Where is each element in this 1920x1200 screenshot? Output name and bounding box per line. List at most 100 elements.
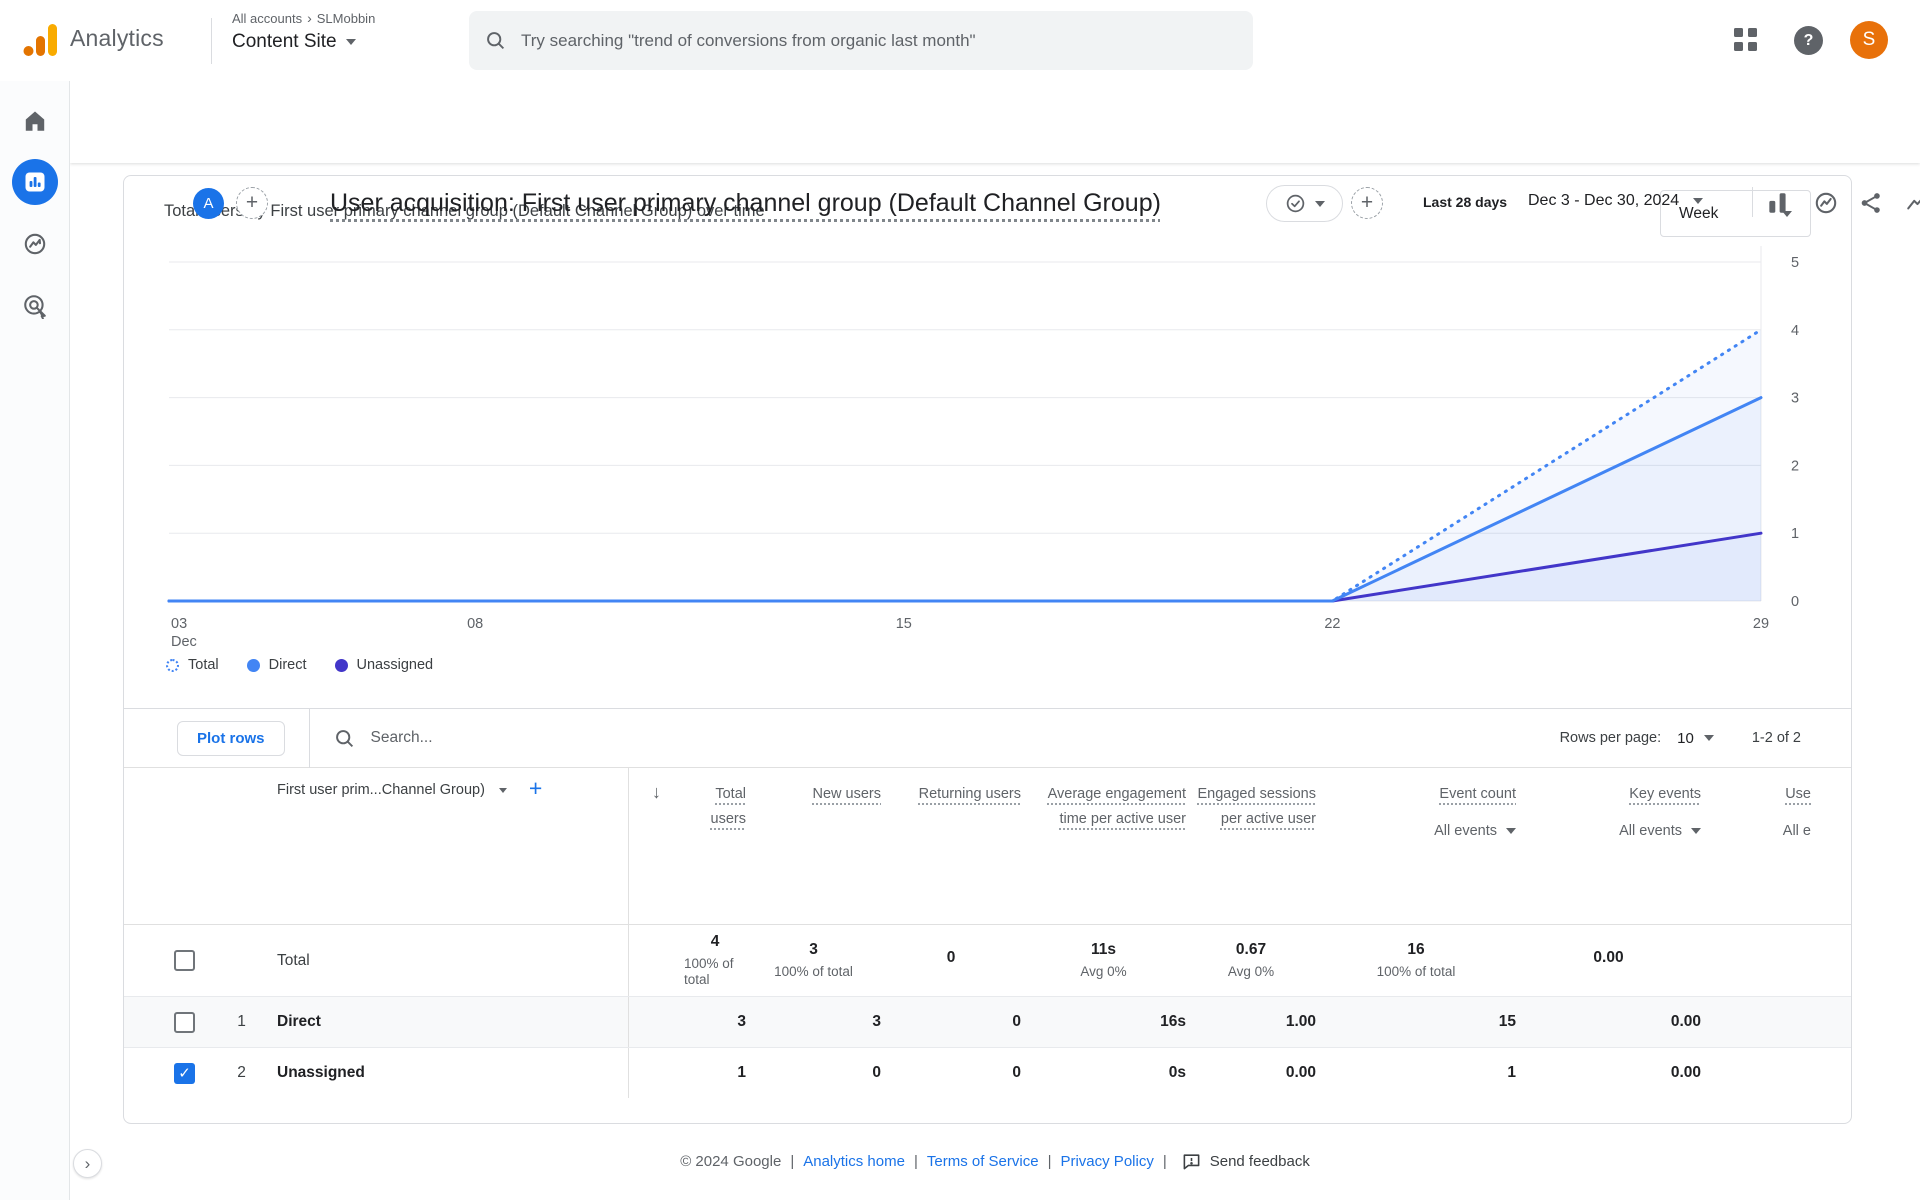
legend-swatch-direct	[246, 658, 260, 672]
timeseries-chart[interactable]: 0 1 2 3 4 5 03 Dec 08 15 22 29	[124, 246, 1851, 650]
legend-item-total[interactable]: Total	[166, 657, 219, 673]
header-divider	[211, 18, 212, 64]
property-name: Content Site	[232, 31, 337, 52]
send-feedback-button[interactable]: Send feedback	[1182, 1152, 1310, 1171]
collection-badge[interactable]: A	[193, 188, 224, 219]
pagination: Rows per page: 10 1-2 of 2	[1560, 730, 1801, 747]
report-title[interactable]: User acquisition: First user primary cha…	[330, 189, 1161, 217]
help-icon[interactable]: ?	[1794, 26, 1823, 55]
date-range-picker[interactable]: Dec 3 - Dec 30, 2024	[1528, 192, 1704, 210]
breadcrumb-accounts[interactable]: All accounts	[232, 10, 303, 26]
share-button[interactable]	[1858, 190, 1884, 216]
check-circle-icon	[1286, 194, 1304, 213]
home-icon	[25, 111, 45, 131]
cell-avg-engagement: 16s	[1160, 1013, 1186, 1030]
cell-key-events: 0.00	[1670, 1013, 1701, 1030]
row-checkbox-direct[interactable]	[174, 1011, 195, 1033]
property-selector[interactable]: Content Site	[232, 31, 375, 53]
search-icon	[335, 729, 353, 747]
cell-key-events: 0.00	[1670, 1064, 1701, 1081]
event-count-filter[interactable]: All events	[1434, 823, 1516, 839]
report-header-bar: A + User acquisition: First user primary…	[70, 81, 1920, 222]
cell-engaged-sessions: 1.00	[1285, 1013, 1316, 1030]
row-checkbox-total[interactable]	[174, 950, 195, 971]
svg-text:03: 03	[171, 616, 187, 632]
add-filter-button[interactable]: +	[1351, 187, 1383, 219]
row-dimension-direct: Direct	[277, 1013, 321, 1030]
table-header: First user prim...Channel Group) + ↓ Tot…	[124, 768, 1851, 924]
svg-text:08: 08	[467, 616, 483, 632]
legend-label: Total	[188, 657, 219, 673]
cell-new-users: 0	[872, 1064, 881, 1081]
add-dimension-icon[interactable]: +	[528, 775, 543, 801]
analytics-logo-icon[interactable]	[22, 22, 58, 58]
sort-indicator[interactable]: ↓	[628, 768, 684, 924]
table-search-input[interactable]	[370, 729, 691, 747]
granularity-select[interactable]: Week	[1660, 190, 1811, 237]
legend-item-unassigned[interactable]: Unassigned	[334, 657, 433, 673]
insights-button[interactable]	[1813, 190, 1839, 216]
totals-engaged-sessions: 0.67 Avg 0%	[1227, 941, 1275, 979]
legend-label: Direct	[268, 657, 307, 673]
granularity-value: Week	[1679, 204, 1719, 222]
chevron-down-icon	[1506, 828, 1516, 834]
column-header-key-events: Key events All events	[1619, 786, 1701, 839]
account-avatar[interactable]: S	[1850, 21, 1888, 59]
expand-nav-button[interactable]: ›	[73, 1149, 102, 1178]
date-preset-label: Last 28 days	[1423, 194, 1508, 210]
compare-bars-icon	[1769, 193, 1786, 213]
compare-data-button[interactable]	[1765, 190, 1791, 216]
row-checkbox-unassigned[interactable]	[174, 1062, 195, 1084]
sidebar-item-advertising[interactable]	[12, 283, 58, 329]
sidebar-item-reports[interactable]	[12, 159, 58, 205]
column-header-total-users: Total users	[710, 786, 746, 827]
column-header-returning-users: Returning users	[918, 786, 1021, 802]
dimension-header[interactable]: First user prim...Channel Group)	[277, 782, 485, 798]
footer-link-terms[interactable]: Terms of Service	[926, 1153, 1039, 1170]
explore-icon	[24, 233, 46, 255]
table-search[interactable]	[334, 728, 691, 749]
cell-engaged-sessions: 0.00	[1285, 1064, 1316, 1081]
report-status-button[interactable]	[1266, 185, 1343, 222]
chevron-down-icon	[1782, 210, 1792, 217]
global-search-input[interactable]	[521, 30, 1161, 51]
table-row[interactable]: 1 Direct 3 3 0 16s 1.00 15 0.00	[124, 996, 1851, 1047]
legend-item-direct[interactable]: Direct	[246, 657, 307, 673]
key-events-filter[interactable]: All events	[1619, 823, 1701, 839]
cell-total-users: 3	[737, 1013, 746, 1030]
breadcrumb-org[interactable]: SLMobbin	[316, 10, 376, 26]
row-dimension-unassigned: Unassigned	[277, 1064, 365, 1081]
svg-text:22: 22	[1324, 616, 1340, 632]
product-name: Analytics	[70, 25, 164, 51]
table-row[interactable]: 2 Unassigned 1 0 0 0s 0.00 1 0.00	[124, 1047, 1851, 1098]
table-row-totals: Total 4 100% of total 3 100% of total 0 11…	[124, 924, 1851, 996]
page-info: 1-2 of 2	[1751, 730, 1801, 746]
sidebar-item-explore[interactable]	[12, 221, 58, 267]
column-header-user-key-event-rate: Use All e	[1782, 786, 1811, 839]
cell-new-users: 3	[872, 1013, 881, 1030]
google-apps-icon[interactable]	[1734, 28, 1758, 52]
chevron-down-icon	[1703, 735, 1714, 741]
footer-link-privacy[interactable]: Privacy Policy	[1060, 1153, 1154, 1170]
table-controls: Plot rows Rows per page: 10 1-2 of 2	[124, 708, 1851, 768]
footer-link-analytics-home[interactable]: Analytics home	[803, 1153, 905, 1170]
feedback-icon	[1183, 1154, 1200, 1170]
sidebar-item-home[interactable]	[12, 98, 58, 144]
chevron-down-icon	[1691, 828, 1701, 834]
cell-event-count: 1	[1507, 1064, 1516, 1081]
rows-per-page-select[interactable]: 10	[1677, 730, 1714, 747]
sparkline-insights-button[interactable]	[1905, 190, 1920, 216]
global-search[interactable]	[469, 11, 1253, 70]
sparkline-icon	[1907, 199, 1920, 210]
add-comparison-button[interactable]: +	[236, 187, 268, 219]
chevron-down-icon	[345, 39, 356, 45]
svg-text:0: 0	[1791, 594, 1799, 610]
dimension-header-cell: First user prim...Channel Group) +	[269, 768, 628, 924]
plot-rows-button[interactable]: Plot rows	[177, 720, 285, 756]
toolbar-divider	[1752, 187, 1753, 217]
svg-text:3: 3	[1791, 391, 1799, 407]
chevron-down-icon[interactable]	[498, 788, 507, 793]
column-header-avg-engagement: Average engagement time per active user	[1047, 786, 1186, 827]
chart-legend: Total Direct Unassigned	[166, 657, 433, 673]
